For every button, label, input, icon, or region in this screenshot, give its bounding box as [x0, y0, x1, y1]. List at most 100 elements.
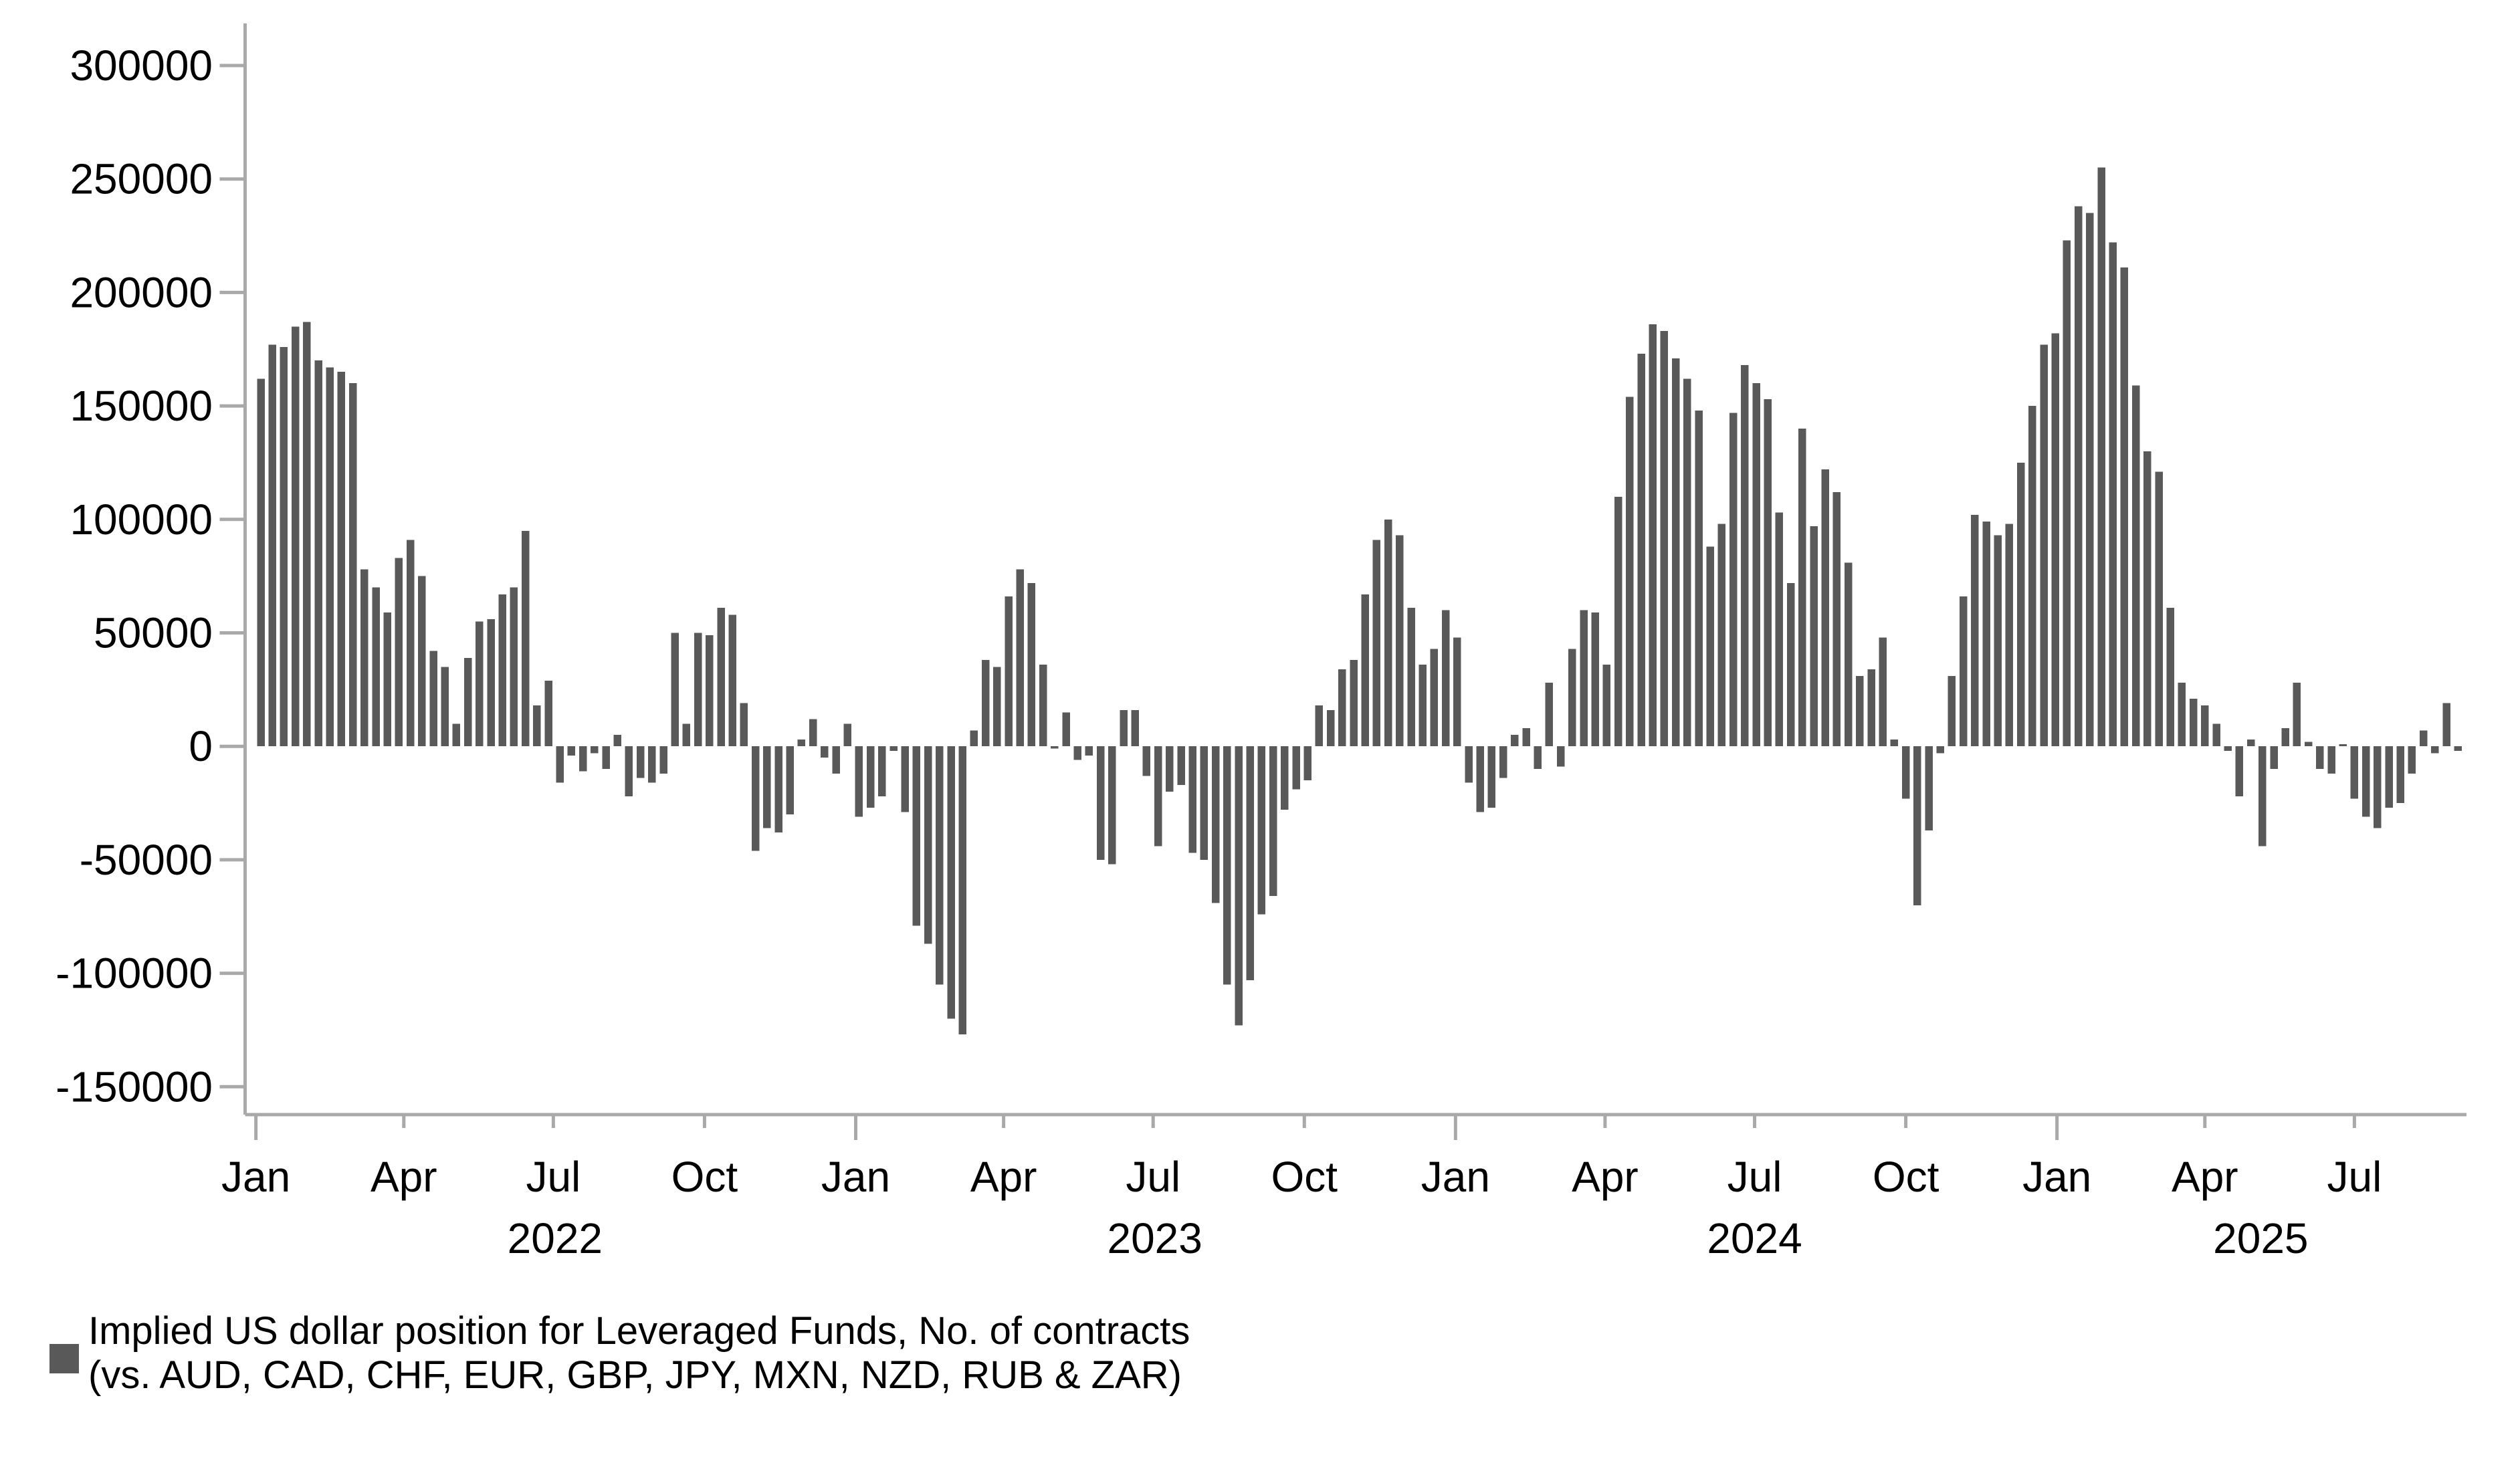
bar [1131, 709, 1139, 747]
bar [751, 746, 760, 851]
bar [786, 746, 794, 815]
bar [1556, 746, 1565, 767]
bar [774, 746, 782, 833]
bar [636, 746, 645, 778]
x-tick-label: Jan [1421, 1153, 1490, 1201]
x-tick-label: Jul [1126, 1153, 1180, 1201]
bar [1188, 746, 1196, 853]
y-tick-label: 200000 [70, 268, 213, 316]
legend-swatch [49, 1344, 79, 1373]
bar [591, 746, 599, 754]
bar [1821, 469, 1829, 747]
year-label: 2025 [2213, 1214, 2308, 1262]
bar [1453, 637, 1461, 747]
bar [1281, 746, 1289, 810]
bar [682, 723, 691, 747]
bar [1407, 608, 1415, 747]
bar [314, 360, 322, 747]
bar [2212, 723, 2220, 747]
bar [2086, 213, 2094, 747]
bar [2040, 344, 2048, 747]
bar [1752, 383, 1760, 747]
y-axis-ticks: 300000 250000 200000 150000 100000 50000 0 -500… [56, 41, 245, 1111]
bar [2224, 746, 2232, 751]
bar [2327, 746, 2335, 774]
bar [2339, 744, 2347, 747]
bar [1257, 746, 1266, 915]
legend-line-1: Implied US dollar position for Leveraged… [88, 1309, 1190, 1353]
bar [1879, 637, 1887, 747]
bar [1350, 660, 1358, 747]
bar [763, 746, 771, 828]
x-tick-label: Jul [526, 1153, 581, 1201]
x-tick-label: Jan [221, 1153, 290, 1201]
x-tick-label: Jul [1727, 1153, 1782, 1201]
bar [1856, 675, 1864, 747]
bar [1384, 519, 1392, 747]
bar [567, 746, 576, 756]
bar [360, 569, 369, 747]
bar [1166, 746, 1174, 792]
bar [1913, 746, 1921, 905]
legend-text: Implied US dollar position for Leveraged… [88, 1309, 1190, 1397]
bar [1901, 746, 1910, 799]
y-tick-label: 100000 [70, 495, 213, 544]
bar [1695, 410, 1703, 747]
bar [1545, 683, 1554, 747]
bar [2178, 683, 2186, 747]
bar [1487, 746, 1496, 808]
bar [2396, 746, 2404, 804]
bar [1798, 429, 1806, 747]
bar [2143, 451, 2151, 747]
bar [1200, 746, 1209, 860]
bar [2016, 462, 2025, 747]
bar [1154, 746, 1162, 846]
bar [2374, 746, 2382, 828]
bar [452, 723, 461, 747]
bar [1027, 582, 1036, 747]
bar [2385, 746, 2393, 808]
bar [1016, 569, 1024, 747]
bar [1303, 746, 1311, 781]
bar [797, 740, 806, 747]
bar [1602, 665, 1611, 747]
bar [843, 723, 851, 747]
bar [1441, 610, 1450, 747]
bar [993, 667, 1001, 747]
bar [2005, 524, 2014, 747]
bar [1764, 399, 1772, 747]
bar [372, 587, 380, 747]
bar [1292, 746, 1300, 790]
bar [2246, 740, 2255, 747]
bar [1890, 740, 1899, 747]
bar [1499, 746, 1507, 778]
bar [1844, 562, 1853, 747]
bar [1614, 496, 1622, 747]
bar [337, 372, 346, 747]
bar [2131, 385, 2140, 747]
bar [1430, 649, 1439, 747]
bar [268, 344, 276, 747]
bar [1235, 746, 1243, 1026]
bar [291, 326, 300, 747]
bar [1786, 582, 1795, 747]
bar [1683, 378, 1691, 747]
bar [1982, 522, 1990, 747]
bar [809, 719, 817, 747]
bar [1419, 665, 1427, 747]
bar [648, 746, 656, 783]
bar [463, 657, 472, 747]
bars [257, 167, 2462, 1035]
bar [2293, 683, 2301, 747]
bar [510, 587, 518, 747]
bar [418, 576, 426, 747]
y-tick-label: 300000 [70, 41, 213, 90]
bar [866, 746, 875, 808]
bar [2350, 746, 2359, 799]
bar [1568, 649, 1576, 747]
bar [2419, 730, 2428, 747]
bar [1096, 746, 1105, 860]
bar [2074, 206, 2083, 747]
